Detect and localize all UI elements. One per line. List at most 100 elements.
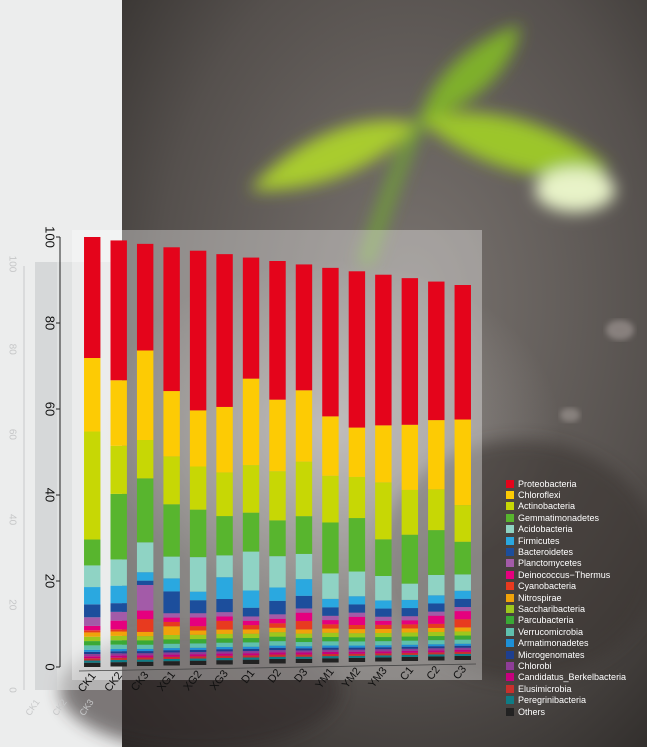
bar-segment-XG2-Peregrinibacteria	[189, 658, 207, 661]
bar-segment-YM1-Armatimonadetes	[322, 645, 339, 648]
legend-swatch	[506, 548, 514, 557]
bar-segment-CK1-Elusimicrobia	[84, 658, 101, 661]
bar-segment-XG1-Armatimonadetes	[163, 648, 180, 651]
legend-item: Peregrinibacteria	[506, 694, 646, 705]
bar-segment-XG2-Gemmatimonadetes	[189, 509, 207, 558]
bar-segment-XG2-Planctomycetes	[189, 613, 207, 618]
legend-swatch	[506, 536, 514, 545]
ghost-x-tick-label: CK1	[23, 697, 41, 717]
bar-segment-XG3-Armatimonadetes	[216, 647, 233, 650]
bar-segment-CK3-Proteobacteria	[136, 243, 154, 351]
bar-segment-D1-Deinococcus−Thermus	[242, 620, 260, 626]
bar-segment-D2-Firmicutes	[269, 587, 286, 601]
bar-segment-D2-Chlorobi	[269, 650, 286, 653]
y-tick-label: 100	[43, 226, 58, 248]
legend-label: Proteobacteria	[518, 478, 577, 489]
bar-segment-XG2-Saccharibacteria	[189, 634, 207, 640]
bar-segment-C2-Gemmatimonadetes	[428, 530, 445, 575]
bar-segment-CK1-Chloroflexi	[84, 358, 101, 432]
bar-segment-C2-Cyanobacteria	[428, 623, 445, 628]
bar-segment-YM3-Nitrospirae	[375, 628, 392, 633]
bar-segment-YM3-Elusimicrobia	[375, 653, 392, 656]
bar-segment-XG3-Chloroflexi	[216, 406, 233, 473]
legend-item: Proteobacteria	[506, 478, 646, 489]
bar-stack-D1	[242, 257, 260, 664]
bar-segment-C3-Chloroflexi	[454, 419, 471, 506]
bar-segment-C2-Firmicutes	[428, 595, 445, 604]
legend-swatch	[506, 570, 514, 579]
bar-segment-D1-Actinobacteria	[242, 465, 260, 513]
bar-segment-XG2-Candidatus_Berkelbacteria	[189, 654, 207, 657]
bar-stack-C3	[454, 285, 471, 660]
bar-segment-YM1-Firmicutes	[322, 598, 339, 608]
bar-segment-CK2-Microgenomates	[110, 651, 127, 654]
bar-segment-CK2-Chloroflexi	[110, 380, 127, 446]
bar-segment-CK3-Microgenomates	[136, 651, 154, 654]
bar-segment-C1-Parcubacteria	[401, 636, 419, 641]
bar-segment-XG2-Actinobacteria	[189, 466, 207, 510]
bar-segment-XG1-Microgenomates	[163, 650, 180, 653]
bar-segment-XG3-Others	[216, 660, 233, 665]
bar-segment-YM2-Deinococcus−Thermus	[348, 616, 366, 625]
bar-segment-D1-Bacteroidetes	[242, 607, 260, 617]
bar-segment-C2-Microgenomates	[428, 646, 445, 649]
bar-segment-YM3-Chloroflexi	[375, 425, 392, 483]
bar-segment-D3-Planctomycetes	[295, 608, 313, 613]
bar-segment-C3-Planctomycetes	[454, 607, 471, 612]
bar-segment-CK2-Saccharibacteria	[110, 635, 127, 641]
bar-segment-XG2-Chloroflexi	[189, 410, 207, 467]
bar-segment-YM2-Chloroflexi	[348, 427, 366, 477]
bar-segment-C1-Candidatus_Berkelbacteria	[401, 650, 419, 653]
bar-segment-CK1-Chlorobi	[84, 654, 101, 657]
legend-label: Actinobacteria	[518, 501, 576, 512]
legend-swatch	[506, 684, 514, 693]
y-tick-label: 20	[43, 574, 58, 588]
bar-segment-YM2-Elusimicrobia	[348, 653, 366, 656]
legend-label: Cyanobacteria	[518, 581, 577, 592]
bar-segment-CK1-Firmicutes	[84, 587, 101, 605]
bar-segment-YM2-Gemmatimonadetes	[348, 518, 366, 572]
bar-segment-CK2-Others	[110, 662, 127, 667]
bar-segment-C2-Peregrinibacteria	[428, 654, 445, 657]
bar-segment-CK2-Chlorobi	[110, 653, 127, 656]
bar-segment-XG3-Gemmatimonadetes	[216, 516, 233, 556]
bar-segment-YM3-Microgenomates	[375, 647, 392, 650]
bar-segment-XG1-Gemmatimonadetes	[163, 504, 180, 557]
legend-label: Chlorobi	[518, 660, 552, 671]
bar-segment-CK3-Planctomycetes	[136, 584, 154, 611]
bar-segment-C2-Chloroflexi	[428, 420, 445, 490]
bar-segment-C3-Firmicutes	[454, 590, 471, 599]
bar-segment-YM3-Gemmatimonadetes	[375, 539, 392, 576]
bar-stack-CK1	[84, 237, 101, 667]
bar-segment-CK2-Armatimonadetes	[110, 649, 127, 652]
bar-segment-YM1-Verrucomicrobia	[322, 641, 339, 646]
legend-label: Acidobacteria	[518, 524, 573, 535]
bar-segment-YM1-Parcubacteria	[322, 637, 339, 642]
bar-segment-C3-Actinobacteria	[454, 505, 471, 542]
bar-segment-YM3-Chlorobi	[375, 649, 392, 652]
bar-segment-XG3-Cyanobacteria	[216, 620, 233, 630]
legend-label: Others	[518, 706, 546, 717]
bar-segment-C2-Others	[428, 656, 445, 661]
bar-segment-XG2-Microgenomates	[189, 649, 207, 653]
bar-segment-C1-Deinococcus−Thermus	[401, 620, 419, 625]
bar-stack-C1	[401, 278, 419, 661]
bar-segment-C3-Cyanobacteria	[454, 619, 471, 628]
bar-segment-D3-Microgenomates	[295, 648, 313, 651]
bar-segment-CK1-Others	[84, 662, 101, 667]
bar-segment-C2-Planctomycetes	[428, 611, 445, 616]
bar-stack-YM1	[322, 267, 339, 663]
legend-swatch	[506, 707, 514, 716]
bar-segment-D2-Saccharibacteria	[269, 632, 286, 637]
bar-segment-CK3-Deinococcus−Thermus	[136, 610, 154, 620]
bar-segment-C3-Acidobacteria	[454, 574, 471, 591]
bar-segment-D2-Actinobacteria	[269, 471, 286, 521]
bar-segment-YM1-Actinobacteria	[322, 475, 339, 523]
bar-segment-CK1-Saccharibacteria	[84, 636, 101, 642]
bar-segment-C3-Verrucomicrobia	[454, 639, 471, 644]
bar-segment-YM2-Armatimonadetes	[348, 645, 366, 648]
bar-segment-XG1-Firmicutes	[163, 578, 180, 592]
bar-segment-C1-Proteobacteria	[401, 278, 419, 425]
bar-segment-C3-Chlorobi	[454, 647, 471, 650]
bar-segment-CK1-Deinococcus−Thermus	[84, 625, 101, 631]
